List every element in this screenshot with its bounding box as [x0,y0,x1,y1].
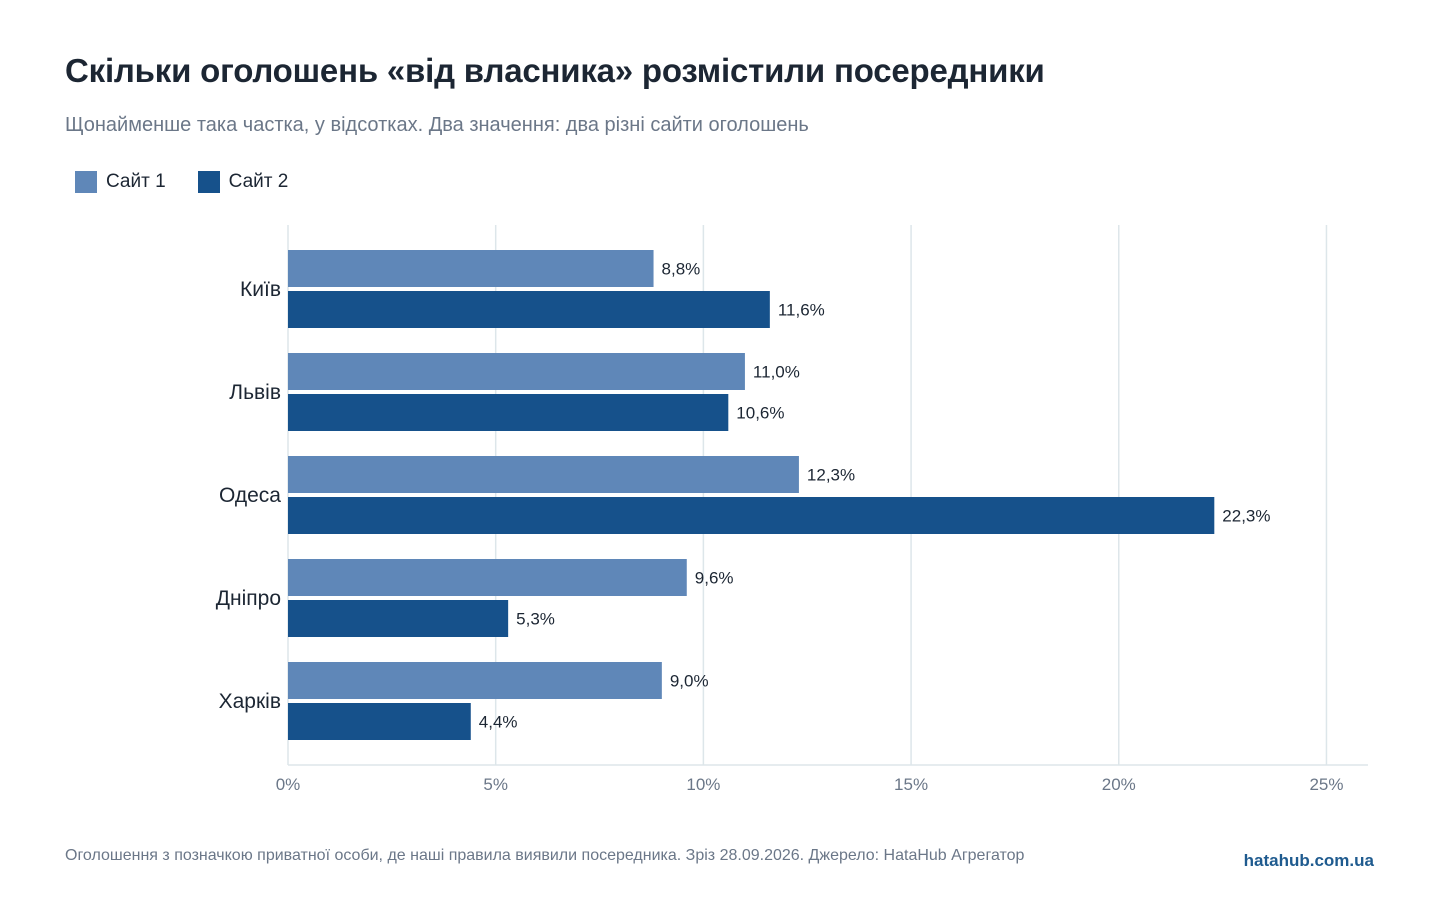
legend-swatch-site-1 [75,171,97,193]
x-tick-label: 15% [894,775,928,794]
x-tick-label: 25% [1309,775,1343,794]
bar-1 [288,662,662,699]
x-tick-label: 0% [276,775,301,794]
bar-2 [288,394,729,431]
data-label: 11,6% [778,301,825,320]
legend-swatch-site-2 [197,171,220,193]
bar-1 [288,456,799,493]
data-label: 12,3% [807,466,855,485]
bar-2 [288,497,1215,534]
category-label: Харків [219,690,281,713]
data-label: 8,8% [662,260,701,279]
chart-title: Скільки оголошень «від власника» розміст… [65,52,1045,89]
bar-1 [288,353,745,390]
legend-label-site-2: Сайт 2 [228,171,289,192]
brand-link[interactable]: hatahub.com.ua [1243,851,1374,870]
data-label: 10,6% [736,404,784,423]
legend: Сайт 1 Сайт 2 [75,171,288,193]
bar-1 [288,250,654,287]
bar-2 [288,291,770,328]
x-tick-label: 5% [483,775,508,794]
category-label: Дніпро [216,587,281,610]
bar-1 [288,559,687,596]
bar-2 [288,703,471,740]
legend-label-site-1: Сайт 1 [106,171,166,192]
x-tick-label: 20% [1102,775,1136,794]
data-label: 9,6% [695,569,734,588]
legend-item-site-2: Сайт 2 [197,171,289,193]
data-label: 22,3% [1222,507,1270,526]
x-tick-label: 10% [686,775,720,794]
data-label: 11,0% [753,363,800,382]
data-label: 5,3% [516,610,555,629]
footer-note: Оголошення з позначкою приватної особи, … [65,847,1025,864]
category-label: Одеса [219,484,281,507]
chart-subtitle: Щонайменше така частка, у відсотках. Два… [65,114,809,136]
legend-item-site-1: Сайт 1 [75,171,166,193]
bar-2 [288,600,509,637]
category-label: Львів [229,381,281,404]
category-label: Київ [240,278,281,301]
data-label: 4,4% [479,713,518,732]
data-label: 9,0% [670,672,709,691]
